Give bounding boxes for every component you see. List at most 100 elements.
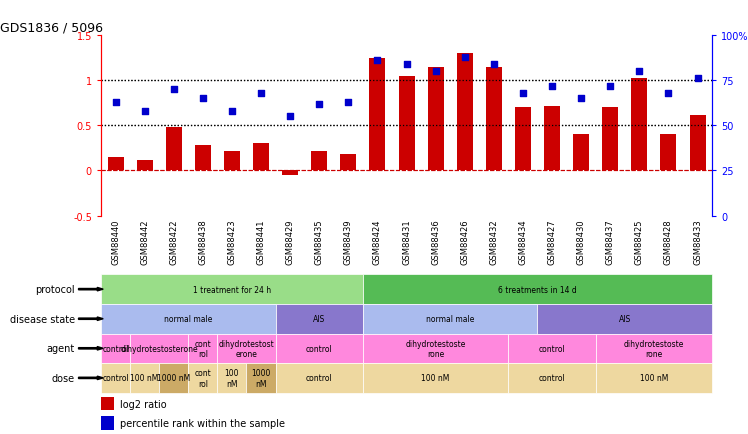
Text: control: control [306, 344, 333, 353]
Bar [602, 108, 619, 171]
Bar [159, 363, 188, 393]
Text: GSM88425: GSM88425 [635, 219, 644, 264]
Bar [218, 363, 247, 393]
Bar [101, 275, 363, 304]
Bar [363, 275, 712, 304]
Point [488, 61, 500, 68]
Text: GSM88433: GSM88433 [693, 219, 702, 265]
Text: agent: agent [46, 344, 75, 353]
Bar [363, 304, 538, 334]
Point [459, 54, 470, 61]
Point [663, 90, 675, 97]
Text: GSM88439: GSM88439 [344, 219, 353, 265]
Text: control: control [539, 374, 565, 382]
Text: 1 treatment for 24 h: 1 treatment for 24 h [193, 285, 271, 294]
Bar [275, 363, 363, 393]
Bar [218, 334, 275, 363]
Bar [428, 68, 444, 171]
Bar [108, 158, 123, 171]
Bar [224, 151, 240, 171]
Bar [311, 151, 327, 171]
Point [575, 95, 587, 102]
Text: 6 treatments in 14 d: 6 treatments in 14 d [498, 285, 577, 294]
Point [604, 83, 616, 90]
Bar [363, 363, 509, 393]
Bar [595, 334, 712, 363]
Bar [457, 54, 473, 171]
Text: normal male: normal male [426, 315, 474, 323]
Text: control: control [539, 344, 565, 353]
Text: control: control [102, 374, 129, 382]
Text: GSM88441: GSM88441 [257, 219, 266, 264]
Text: GDS1836 / 5096: GDS1836 / 5096 [0, 22, 103, 35]
Bar [515, 108, 531, 171]
Text: dose: dose [52, 373, 75, 383]
Point [138, 108, 150, 115]
Point [517, 90, 529, 97]
Bar [538, 304, 712, 334]
Point [400, 61, 412, 68]
Text: dihydrotestoste
rone: dihydrotestoste rone [405, 339, 466, 358]
Bar [101, 416, 114, 430]
Bar [101, 363, 130, 393]
Bar [275, 334, 363, 363]
Point [226, 108, 238, 115]
Text: control: control [306, 374, 333, 382]
Point [372, 58, 384, 65]
Bar [340, 155, 356, 171]
Text: GSM88429: GSM88429 [286, 219, 295, 264]
Point [109, 99, 121, 106]
Bar [363, 334, 509, 363]
Bar [573, 135, 589, 171]
Text: GSM88437: GSM88437 [606, 219, 615, 265]
Text: GSM88423: GSM88423 [227, 219, 236, 265]
Bar [101, 304, 275, 334]
Text: control: control [102, 344, 129, 353]
Text: 100 nM: 100 nM [640, 374, 668, 382]
Bar [690, 115, 705, 171]
Bar [188, 363, 218, 393]
Text: cont
rol: cont rol [194, 339, 211, 358]
Bar [370, 59, 385, 171]
Text: AIS: AIS [619, 315, 631, 323]
Point [313, 101, 325, 108]
Text: dihydrotestost
erone: dihydrotestost erone [218, 339, 275, 358]
Bar [486, 68, 502, 171]
Point [692, 76, 704, 83]
Text: GSM88438: GSM88438 [198, 219, 207, 265]
Point [284, 114, 296, 121]
Text: GSM88435: GSM88435 [315, 219, 324, 265]
Text: normal male: normal male [164, 315, 212, 323]
Text: 1000
nM: 1000 nM [251, 368, 271, 388]
Point [197, 95, 209, 102]
Text: 100
nM: 100 nM [224, 368, 239, 388]
Point [429, 69, 441, 76]
Text: GSM88431: GSM88431 [402, 219, 411, 265]
Bar [130, 363, 159, 393]
Bar [253, 144, 269, 171]
Bar [130, 334, 188, 363]
Bar [137, 160, 153, 171]
Bar [275, 304, 363, 334]
Text: GSM88428: GSM88428 [664, 219, 673, 265]
Bar [631, 79, 647, 171]
Text: dihydrotestoste
rone: dihydrotestoste rone [624, 339, 684, 358]
Bar [101, 334, 130, 363]
Bar [399, 76, 414, 171]
Bar [166, 128, 182, 171]
Text: GSM88442: GSM88442 [140, 219, 149, 264]
Bar [509, 363, 595, 393]
Point [546, 83, 558, 90]
Text: AIS: AIS [313, 315, 325, 323]
Text: GSM88422: GSM88422 [169, 219, 178, 264]
Bar [509, 334, 595, 363]
Bar [282, 171, 298, 176]
Text: 100 nM: 100 nM [130, 374, 159, 382]
Bar [544, 106, 560, 171]
Point [168, 87, 180, 94]
Text: 1000 nM: 1000 nM [157, 374, 190, 382]
Text: protocol: protocol [35, 285, 75, 294]
Bar [247, 363, 275, 393]
Text: disease state: disease state [10, 314, 75, 324]
Bar [101, 397, 114, 411]
